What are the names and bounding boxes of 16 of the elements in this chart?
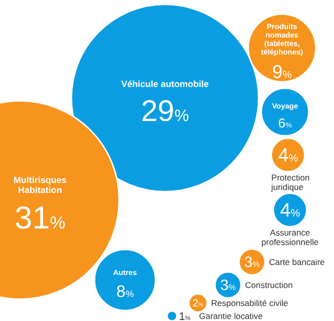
category-label: Multirisques Habitation	[13, 175, 67, 196]
category-label: Assurance professionnelle	[261, 228, 319, 248]
data-label: 9%	[272, 61, 292, 82]
category-label: Garantie locative	[199, 311, 264, 321]
data-label: 3%	[220, 277, 236, 294]
data-label: 8%	[116, 282, 134, 301]
category-label: Carte bancaire	[269, 257, 326, 267]
category-label: Construction	[245, 280, 293, 290]
data-label: 4%	[280, 200, 300, 222]
data-label: 4%	[278, 146, 298, 167]
data-label: 29%	[141, 94, 190, 128]
category-label: Véhicule automobile	[121, 79, 209, 90]
data-label: 31%	[14, 200, 66, 236]
data-label: 3%	[244, 254, 260, 272]
category-label: Protection juridique	[270, 172, 310, 192]
category-label: Responsabilité civile	[211, 298, 288, 308]
